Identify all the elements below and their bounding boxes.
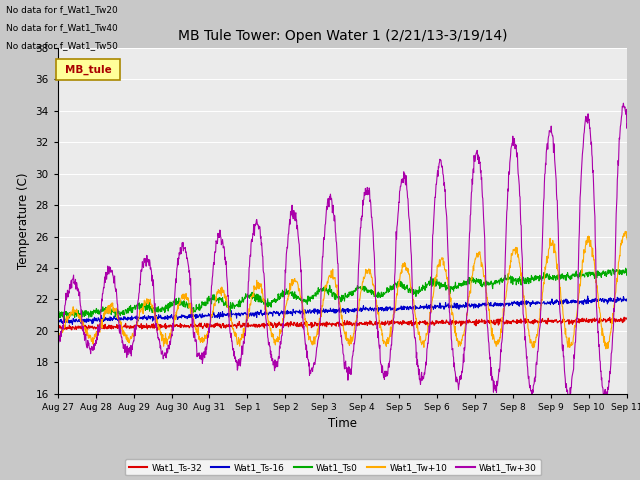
Wat1_Ts0: [54, 316, 61, 322]
Wat1_Ts-16: [98, 318, 106, 324]
Text: No data for f_Wat1_Tw20: No data for f_Wat1_Tw20: [6, 5, 118, 14]
Wat1_Ts-16: [378, 304, 386, 310]
Line: Wat1_Tw+10: Wat1_Tw+10: [58, 231, 627, 349]
Wat1_Tw+30: [602, 400, 610, 406]
Wat1_Ts-32: [54, 324, 61, 330]
Wat1_Ts-16: [122, 314, 129, 320]
X-axis label: Time: Time: [328, 417, 357, 430]
Wat1_Ts-32: [623, 317, 631, 323]
Wat1_Ts-32: [308, 325, 316, 331]
Wat1_Tw+30: [296, 242, 303, 248]
Wat1_Ts0: [318, 288, 326, 294]
Text: No data for f_Wat1_Tw50: No data for f_Wat1_Tw50: [6, 41, 118, 50]
Text: MB_tule: MB_tule: [65, 64, 111, 75]
Wat1_Ts0: [622, 265, 630, 271]
Wat1_Ts-16: [296, 307, 303, 313]
Wat1_Ts-16: [318, 309, 326, 315]
Text: No data for f_Wat1_Tw40: No data for f_Wat1_Tw40: [6, 23, 118, 32]
Line: Wat1_Tw+30: Wat1_Tw+30: [58, 103, 627, 403]
Wat1_Ts0: [60, 316, 68, 322]
Wat1_Tw+10: [602, 346, 610, 352]
Wat1_Tw+30: [623, 121, 631, 127]
Wat1_Tw+10: [296, 286, 303, 292]
Wat1_Tw+10: [317, 313, 325, 319]
Y-axis label: Temperature (C): Temperature (C): [17, 172, 30, 269]
Wat1_Ts0: [122, 307, 129, 313]
Title: MB Tule Tower: Open Water 1 (2/21/13-3/19/14): MB Tule Tower: Open Water 1 (2/21/13-3/1…: [178, 29, 507, 43]
Wat1_Ts-32: [620, 314, 628, 320]
Wat1_Tw+10: [98, 317, 106, 323]
Wat1_Ts0: [623, 271, 631, 276]
Wat1_Ts-32: [98, 325, 106, 331]
Wat1_Ts-16: [584, 293, 591, 299]
Wat1_Ts-16: [68, 322, 76, 327]
Wat1_Tw+10: [54, 337, 61, 343]
Wat1_Tw+10: [621, 228, 629, 234]
Wat1_Ts-32: [318, 322, 326, 327]
Wat1_Tw+10: [623, 237, 631, 242]
Wat1_Ts-32: [378, 319, 386, 324]
Wat1_Ts-32: [122, 324, 129, 330]
Wat1_Ts0: [378, 292, 386, 298]
Wat1_Ts0: [296, 295, 303, 301]
Wat1_Ts-32: [296, 322, 303, 327]
Wat1_Ts-32: [82, 328, 90, 334]
Wat1_Tw+30: [620, 100, 627, 106]
Wat1_Tw+30: [317, 281, 325, 287]
Wat1_Ts0: [308, 296, 316, 301]
Wat1_Tw+30: [98, 296, 106, 302]
Wat1_Ts-16: [308, 309, 316, 315]
Wat1_Tw+30: [378, 370, 385, 375]
Line: Wat1_Ts0: Wat1_Ts0: [58, 268, 627, 319]
Wat1_Tw+10: [307, 338, 315, 344]
Wat1_Tw+30: [307, 368, 315, 373]
Wat1_Tw+10: [378, 327, 385, 333]
Legend: Wat1_Ts-32, Wat1_Ts-16, Wat1_Ts0, Wat1_Tw+10, Wat1_Tw+30: Wat1_Ts-32, Wat1_Ts-16, Wat1_Ts0, Wat1_T…: [125, 459, 541, 476]
Wat1_Ts-16: [54, 317, 61, 323]
Wat1_Ts0: [98, 309, 106, 314]
Wat1_Ts-16: [623, 297, 631, 302]
Wat1_Tw+30: [121, 349, 129, 355]
Wat1_Tw+30: [54, 343, 61, 349]
Wat1_Tw+10: [121, 330, 129, 336]
Line: Wat1_Ts-32: Wat1_Ts-32: [58, 317, 627, 331]
Line: Wat1_Ts-16: Wat1_Ts-16: [58, 296, 627, 324]
